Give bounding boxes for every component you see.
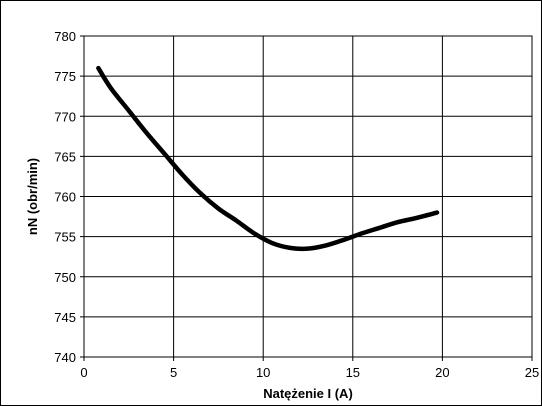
y-tick-label: 780 bbox=[54, 29, 76, 44]
x-tick-label: 25 bbox=[525, 365, 539, 380]
x-tick-label: 0 bbox=[80, 365, 87, 380]
y-tick-label: 745 bbox=[54, 310, 76, 325]
y-axis-title: nN (obr/min) bbox=[25, 158, 40, 235]
y-tick-label: 755 bbox=[54, 230, 76, 245]
series-line bbox=[96, 65, 440, 252]
y-tick-label: 760 bbox=[54, 190, 76, 205]
y-axis-ticks: 740 745 750 755 760 765 770 775 780 bbox=[54, 29, 84, 365]
y-tick-label: 775 bbox=[54, 69, 76, 84]
x-tick-label: 20 bbox=[435, 365, 449, 380]
grid-lines bbox=[83, 35, 533, 358]
y-tick-label: 770 bbox=[54, 109, 76, 124]
y-tick-label: 740 bbox=[54, 350, 76, 365]
x-tick-label: 15 bbox=[346, 365, 360, 380]
x-axis-ticks: 0 5 10 15 20 25 bbox=[80, 357, 539, 380]
y-tick-label: 765 bbox=[54, 149, 76, 164]
series-group bbox=[96, 65, 440, 252]
y-tick-label: 750 bbox=[54, 270, 76, 285]
x-tick-label: 5 bbox=[170, 365, 177, 380]
x-axis-title: Natężenie I (A) bbox=[263, 386, 353, 401]
x-tick-label: 10 bbox=[256, 365, 270, 380]
